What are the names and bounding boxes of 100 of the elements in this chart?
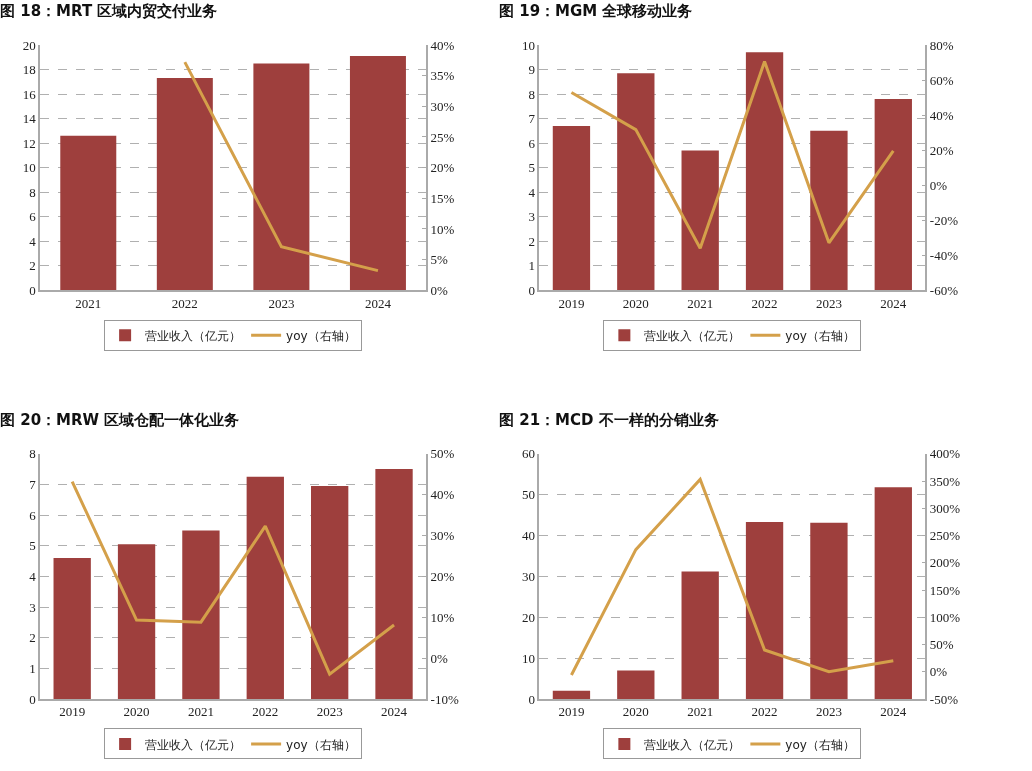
y2-tick-label: 150%: [929, 582, 961, 598]
y-tick-label: 10: [521, 650, 535, 666]
bar: [349, 56, 406, 291]
x-tick-label: 2024: [364, 295, 392, 311]
x-tick-label: 2024: [880, 704, 907, 720]
y-tick-label: 1: [29, 660, 36, 676]
y2-tick-label: 15%: [430, 190, 455, 206]
x-tick-label: 2023: [316, 704, 343, 720]
y-tick-label: 12: [22, 135, 36, 151]
bar: [156, 78, 213, 291]
legend-label: 营业收入（亿元）: [145, 328, 242, 343]
y-tick-label: 6: [528, 135, 536, 151]
x-tick-label: 2022: [751, 704, 778, 720]
legend-label: 营业收入（亿元）: [644, 328, 741, 343]
x-tick-label: 2021: [187, 704, 214, 720]
y2-tick-label: 0%: [929, 664, 948, 680]
bar: [745, 52, 784, 291]
x-tick-label: 2019: [558, 704, 585, 720]
bar: [375, 469, 413, 699]
y-tick-label: 6: [29, 507, 37, 523]
x-tick-label: 2020: [622, 704, 649, 720]
legend-label: yoy（右轴）: [785, 737, 855, 752]
x-tick-label: 2021: [687, 295, 714, 311]
y-tick-label: 2: [29, 258, 36, 274]
bar: [874, 98, 912, 291]
y-tick-label: 5: [29, 538, 36, 554]
y2-tick-label: 25%: [430, 129, 455, 145]
bar: [810, 522, 848, 699]
y2-tick-label: 20%: [929, 142, 954, 158]
bar: [874, 487, 912, 699]
y2-tick-label: 0%: [929, 177, 948, 193]
y2-tick-label: 300%: [929, 500, 961, 516]
bar: [745, 522, 784, 699]
x-tick-label: 2023: [815, 295, 842, 311]
y-tick-label: 0: [528, 691, 535, 707]
legend-label: 营业收入（亿元）: [145, 737, 242, 752]
y-tick-label: 50: [521, 487, 535, 503]
y-tick-label: 8: [528, 86, 535, 102]
legend-label: yoy（右轴）: [286, 328, 356, 343]
bar: [117, 544, 156, 699]
y2-tick-label: 100%: [929, 609, 961, 625]
y2-tick-label: 80%: [929, 37, 954, 53]
y2-tick-label: 40%: [430, 37, 455, 53]
y-tick-label: 3: [528, 209, 535, 225]
y-tick-label: 5: [528, 160, 535, 176]
bar: [182, 530, 220, 699]
bar: [810, 130, 848, 291]
line-series: [569, 59, 895, 250]
y2-tick-label: 40%: [430, 487, 455, 503]
y2-tick-label: 5%: [430, 252, 449, 268]
y-tick-label: 3: [29, 599, 36, 615]
y-tick-label: 0: [528, 282, 535, 298]
y2-tick-label: 60%: [929, 72, 954, 88]
y-tick-label: 16: [22, 86, 37, 102]
bar: [552, 125, 591, 291]
y-tick-label: 40: [521, 528, 535, 544]
y-tick-label: 6: [29, 209, 37, 225]
x-tick-label: 2024: [880, 295, 907, 311]
y2-tick-label: -20%: [929, 212, 959, 228]
y2-tick-label: 30%: [430, 528, 455, 544]
y-tick-label: 10: [521, 37, 535, 53]
chart-title: 图 21：MCD 不一样的分销业务: [499, 411, 719, 429]
y-tick-label: 30: [521, 568, 535, 584]
x-tick-label: 2019: [59, 704, 86, 720]
line-series: [569, 477, 895, 677]
x-tick-label: 2023: [268, 295, 295, 311]
y2-tick-label: 20%: [430, 568, 455, 584]
y2-tick-label: 10%: [430, 609, 455, 625]
bar: [253, 63, 310, 291]
y2-tick-label: 20%: [430, 160, 455, 176]
y2-tick-label: -50%: [929, 691, 959, 707]
chart-title: 图 18：MRT 区域内贸交付业务: [0, 2, 218, 20]
y2-tick-label: 350%: [929, 473, 961, 489]
y-tick-label: 18: [22, 62, 36, 78]
x-tick-label: 2023: [815, 704, 842, 720]
y-tick-label: 4: [528, 184, 536, 200]
bar: [681, 571, 719, 699]
y-tick-label: 4: [29, 568, 37, 584]
bar: [552, 690, 591, 699]
y-tick-label: 0: [29, 691, 36, 707]
y2-tick-label: 35%: [430, 68, 455, 84]
y-tick-label: 2: [528, 233, 535, 249]
y2-tick-label: -60%: [929, 282, 959, 298]
y2-tick-label: 0%: [430, 650, 449, 666]
y-tick-label: 14: [22, 111, 37, 127]
y2-tick-label: 200%: [929, 555, 961, 571]
y-tick-label: 60: [521, 446, 535, 462]
x-tick-label: 2019: [558, 295, 585, 311]
legend-label: 营业收入（亿元）: [644, 737, 741, 752]
y2-tick-label: 10%: [430, 221, 455, 237]
y2-tick-label: 0%: [430, 282, 449, 298]
y-tick-label: 8: [29, 184, 36, 200]
y-tick-label: 0: [29, 282, 36, 298]
y2-tick-label: -40%: [929, 247, 959, 263]
x-tick-label: 2020: [123, 704, 150, 720]
legend-label: yoy（右轴）: [286, 737, 356, 752]
bar: [311, 485, 349, 699]
x-tick-label: 2020: [622, 295, 649, 311]
y2-tick-label: 250%: [929, 528, 961, 544]
y-tick-label: 20: [521, 609, 535, 625]
